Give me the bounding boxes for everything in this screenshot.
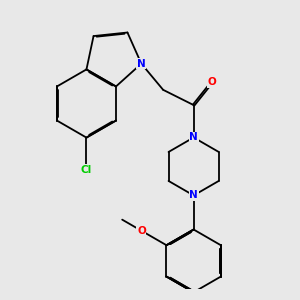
Text: O: O <box>137 226 146 236</box>
Text: N: N <box>137 58 146 69</box>
Text: Cl: Cl <box>81 165 92 175</box>
Text: N: N <box>189 133 198 142</box>
Text: N: N <box>189 190 198 200</box>
Text: O: O <box>207 77 216 88</box>
